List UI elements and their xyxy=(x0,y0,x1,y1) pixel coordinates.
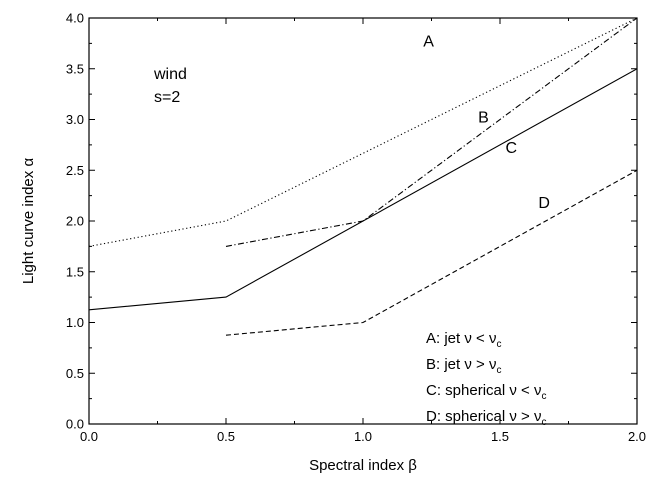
legend-relation: < xyxy=(476,330,489,347)
legend-key: C: xyxy=(426,382,445,399)
series-line-c xyxy=(88,68,638,311)
x-tick-label: 2.0 xyxy=(628,429,646,444)
legend-key: B: xyxy=(426,356,444,373)
series-labels: A BC D xyxy=(423,33,550,211)
y-tick-label: 3.0 xyxy=(66,112,84,127)
legend-kind: jet xyxy=(443,356,464,373)
legend-kind: jet xyxy=(443,330,464,347)
y-tick-label: 1.5 xyxy=(66,264,84,279)
annotation-wind: wind xyxy=(153,66,187,83)
x-tick-label: 1.5 xyxy=(491,429,509,444)
nu-symbol: ν xyxy=(464,330,476,347)
legend-subscript: c xyxy=(541,417,546,428)
legend-entry-1: B: jet ν > νc xyxy=(426,356,501,376)
series-label-b: B xyxy=(478,110,489,127)
nu-symbol: ν xyxy=(509,408,521,425)
x-axis-title: Spectral index β xyxy=(309,457,417,474)
legend-entry-0: A: jet ν < νc xyxy=(426,330,501,350)
legend-relation: > xyxy=(521,408,534,425)
x-tick-label: 0.0 xyxy=(80,429,98,444)
legend-relation: > xyxy=(476,356,489,373)
legend-relation: < xyxy=(521,382,534,399)
y-tick-label: 4.0 xyxy=(66,11,84,26)
legend-subscript: c xyxy=(496,339,501,350)
legend-kind: spherical xyxy=(445,382,509,399)
x-tick-label: 1.0 xyxy=(354,429,372,444)
legend-entry-2: C: spherical ν < νc xyxy=(426,382,546,402)
series-lines xyxy=(88,17,638,336)
y-tick-label: 2.0 xyxy=(66,214,84,229)
nu-symbol: ν xyxy=(464,356,476,373)
x-tick-label: 0.5 xyxy=(217,429,235,444)
series-line-b xyxy=(225,17,638,247)
y-tick-label: 0.5 xyxy=(66,366,84,381)
y-tick-label: 0.0 xyxy=(66,417,84,432)
axis-ticks: 0.0 0.5 1.0 1.5 2.0 0.0 0.5 1.0 1.5 2.0 2.5 3.0 3.5 4… xyxy=(66,11,646,445)
legend-key: D: xyxy=(426,408,445,425)
series-label-a: A xyxy=(423,33,434,50)
legend-subscript: c xyxy=(541,391,546,402)
legend-subscript: c xyxy=(496,365,501,376)
y-tick-label: 3.5 xyxy=(66,61,84,76)
y-tick-label: 1.0 xyxy=(66,315,84,330)
nu-symbol: ν xyxy=(489,330,497,347)
series-line-d xyxy=(225,169,638,336)
legend-kind: spherical xyxy=(445,408,509,425)
nu-symbol: ν xyxy=(534,408,542,425)
legend: A: jet ν < νcB: jet ν > νcC: spherical ν… xyxy=(426,330,546,428)
series-label-c: C xyxy=(505,140,517,157)
series-line-a xyxy=(88,17,638,247)
nu-symbol: ν xyxy=(509,382,521,399)
series-label-d: D xyxy=(538,195,550,212)
nu-symbol: ν xyxy=(534,382,542,399)
y-axis-title: Light curve index α xyxy=(20,158,37,285)
nu-symbol: ν xyxy=(489,356,497,373)
legend-key: A: xyxy=(426,330,444,347)
legend-entry-3: D: spherical ν > νc xyxy=(426,408,546,428)
y-tick-label: 2.5 xyxy=(66,163,84,178)
annotation-s: s=2 xyxy=(154,89,180,106)
